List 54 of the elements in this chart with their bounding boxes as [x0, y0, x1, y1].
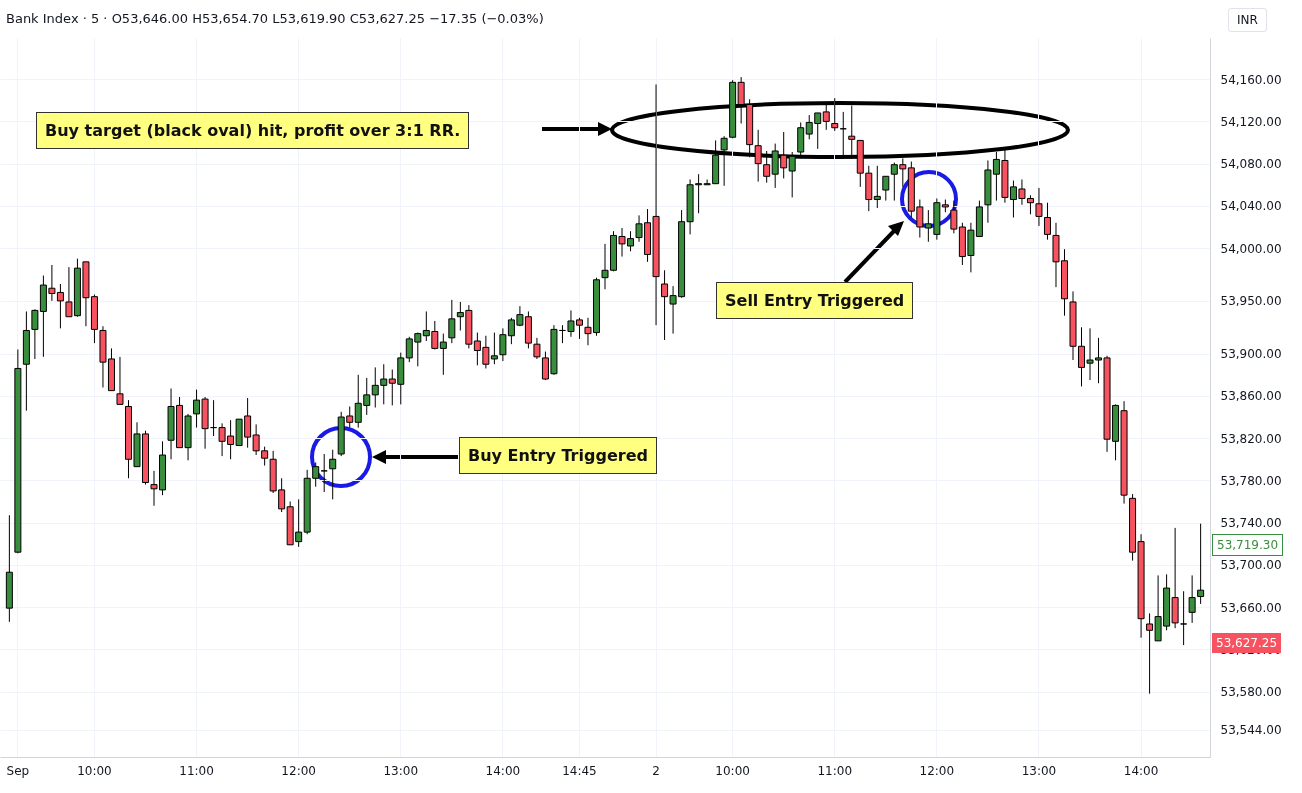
candlestick — [822, 104, 830, 131]
x-tick-label: 13:00 — [383, 763, 419, 778]
candlestick — [1180, 590, 1188, 646]
x-tick-label: 10:00 — [77, 763, 112, 778]
text: 53,719.30 — [1212, 534, 1284, 556]
y-tick-label: 53,740.00 — [1220, 516, 1282, 531]
text: INR — [1228, 8, 1267, 32]
y-tick-label: 53,660.00 — [1220, 600, 1282, 615]
x-tick-label: 10:00 — [715, 763, 750, 778]
candlestick — [882, 175, 890, 202]
candlestick — [788, 151, 796, 198]
annotation: Buy Entry Triggered — [459, 437, 657, 474]
candlestick — [831, 97, 839, 132]
candlestick — [754, 129, 762, 183]
candlestick — [873, 165, 881, 209]
y-tick-label: 53,780.00 — [1220, 473, 1282, 488]
y-tick-label: 54,040.00 — [1220, 199, 1282, 214]
y-tick-label: 53,544.00 — [1220, 723, 1282, 738]
chart-title: Bank Index · 5 · O53,646.00 H53,654.70 L53,619.90 C53,627.25 −17.35 (−0.03%) — [6, 11, 544, 26]
y-tick-label: 54,120.00 — [1220, 114, 1282, 129]
x-tick-label: 13:00 — [1021, 763, 1057, 778]
candlestick — [720, 135, 728, 187]
candlestick — [116, 356, 124, 405]
y-tick-label: 53,950.00 — [1220, 294, 1282, 309]
y-tick-label: 53,580.00 — [1220, 685, 1282, 700]
y-tick-label: 54,000.00 — [1220, 241, 1282, 256]
x-tick-label: 14:45 — [562, 763, 597, 778]
candlestick — [763, 150, 771, 184]
y-tick-label: 54,080.00 — [1220, 157, 1282, 172]
candlestick — [1035, 187, 1043, 227]
candlestick — [1043, 202, 1051, 241]
candlestick — [1188, 574, 1196, 624]
candlestick — [448, 299, 456, 344]
text: 53,627.25 — [1212, 633, 1282, 653]
annotation: Buy target (black oval) hit, profit over 3:1 RR. — [36, 112, 470, 149]
y-tick-label: 53,700.00 — [1220, 558, 1282, 573]
y-tick-label: 53,820.00 — [1220, 431, 1282, 446]
x-tick-label: 11:00 — [179, 763, 214, 778]
x-tick-label: 14:00 — [485, 763, 521, 778]
y-tick-label: 53,860.00 — [1220, 389, 1282, 404]
x-tick-label: 12:00 — [281, 763, 316, 778]
candlestick — [848, 105, 856, 159]
x-tick-label: 12:00 — [919, 763, 955, 778]
annotation: Sell Entry Triggered — [716, 282, 914, 319]
x-tick-label: Sep — [6, 763, 30, 778]
candlestick — [439, 333, 447, 376]
x-tick-label: 14:00 — [1123, 763, 1159, 778]
y-tick-label: 54,160.00 — [1220, 72, 1282, 87]
candlestick — [329, 449, 337, 500]
y-tick-label: 53,900.00 — [1220, 347, 1282, 362]
candlestick — [1197, 523, 1205, 605]
x-tick-label: 2 — [652, 763, 660, 778]
x-tick-label: 11:00 — [817, 763, 853, 778]
candlestick — [320, 453, 328, 493]
